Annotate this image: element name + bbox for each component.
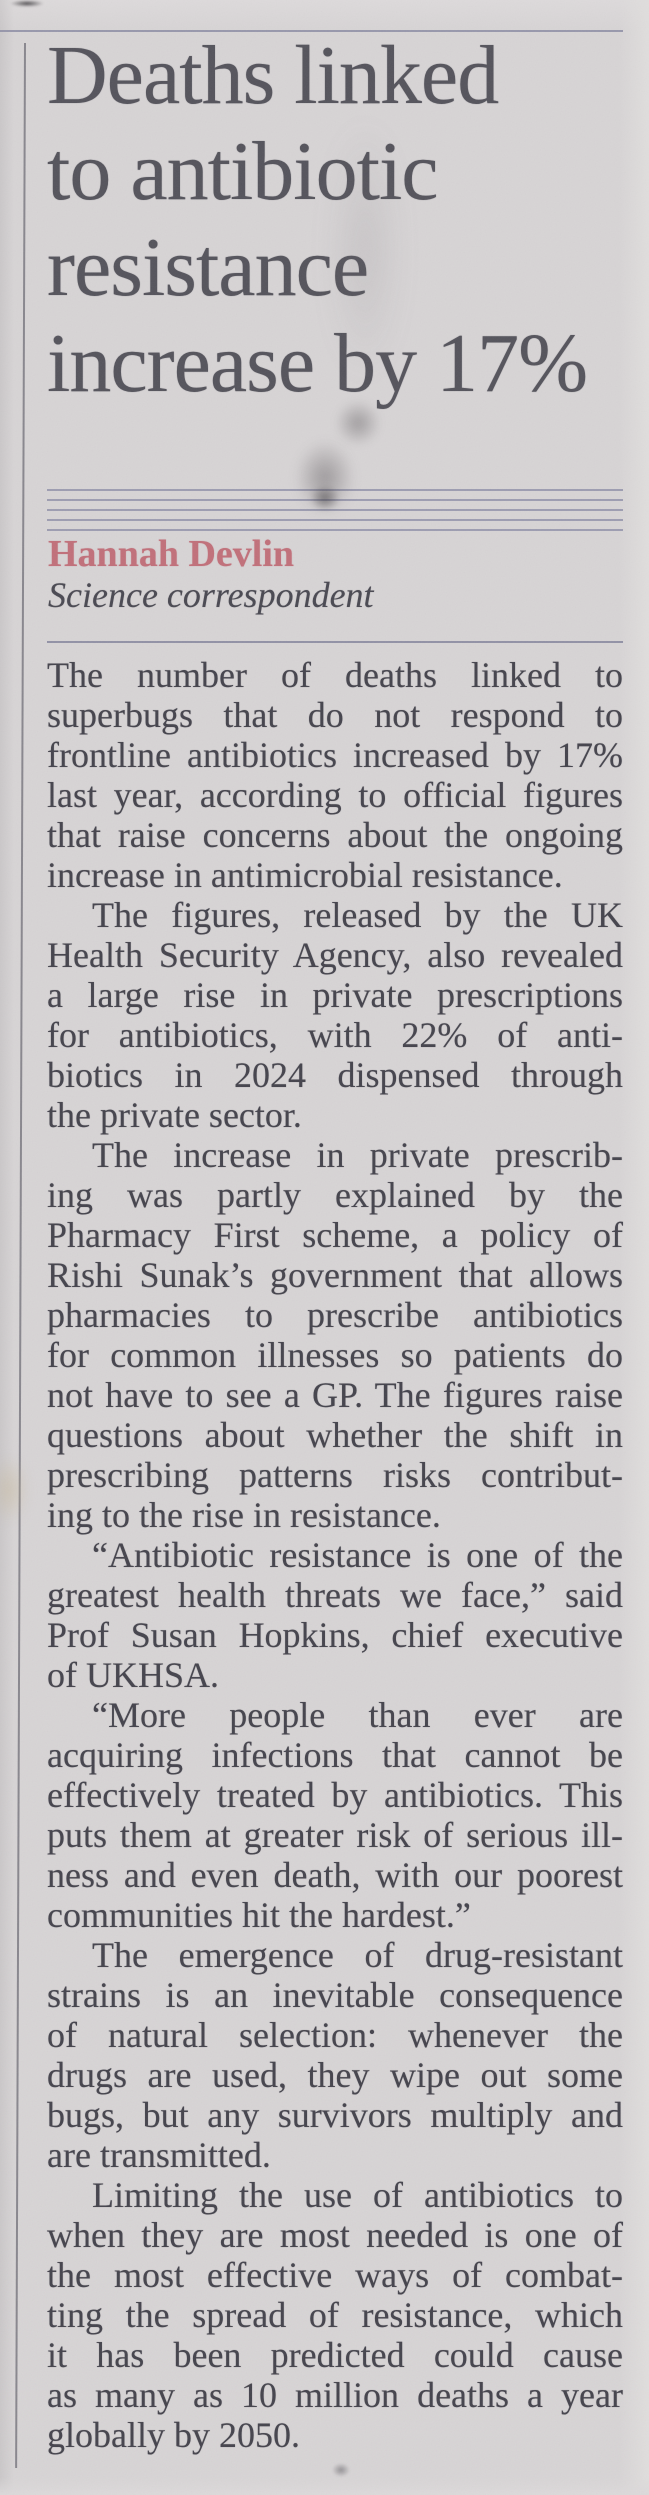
- paper-tone-top: [0, 0, 649, 30]
- body-line: puts them at greater risk of serious ill…: [47, 1815, 623, 1855]
- body-line: the most effective ways of combat-: [47, 2255, 623, 2295]
- body-line: when they are most needed is one of: [47, 2215, 623, 2255]
- body-line: increase in antimicrobial resistance.: [47, 855, 563, 895]
- body-line: The emergence of drug-resistant: [92, 1935, 623, 1975]
- paper-tone-left: [0, 0, 14, 2495]
- body-line: “More people than ever are: [92, 1695, 623, 1735]
- body-line: as many as 10 million deaths a year: [47, 2375, 623, 2415]
- headline-line: increase by 17%: [47, 317, 588, 410]
- headline-line: to antibiotic: [47, 125, 439, 218]
- byline-divider-rule: [47, 641, 623, 643]
- body-line: greatest health threats we face,” said: [47, 1575, 623, 1615]
- headline: Deaths linked to antibiotic resistance i…: [47, 28, 627, 412]
- body-line: Health Security Agency, also revealed: [47, 935, 623, 975]
- body-line: Rishi Sunak’s government that allows: [47, 1255, 623, 1295]
- body-line: Pharmacy First scheme, a policy of: [47, 1215, 623, 1255]
- body-line: The figures, released by the UK: [92, 895, 623, 935]
- body-line: pharmacies to prescribe antibiotics: [47, 1295, 623, 1335]
- hairline-rule: [47, 529, 623, 531]
- body-line: effectively treated by antibiotics. This: [47, 1775, 623, 1815]
- body-line: questions about whether the shift in: [47, 1415, 623, 1455]
- body-line: last year, according to official figures: [47, 775, 623, 815]
- body-line: acquiring infections that cannot be: [47, 1735, 623, 1775]
- body-line: Prof Susan Hopkins, chief executive: [47, 1615, 623, 1655]
- body-line: Limiting the use of antibiotics to: [92, 2175, 623, 2215]
- body-line: biotics in 2024 dispensed through: [47, 1055, 623, 1095]
- body-line: of UKHSA.: [47, 1655, 220, 1695]
- body-line: drugs are used, they wipe out some: [47, 2055, 623, 2095]
- byline-author: Hannah Devlin: [48, 533, 295, 575]
- hairline-rule: [47, 519, 623, 521]
- body-line: ness and even death, with our poorest: [47, 1855, 623, 1895]
- hairline-rule: [47, 499, 623, 501]
- body-line: of natural selection: whenever the: [47, 2015, 623, 2055]
- headline-line: Deaths linked: [47, 29, 499, 122]
- body-line: globally by 2050.: [47, 2415, 300, 2455]
- body-line: the private sector.: [47, 1095, 302, 1135]
- paper-tone-bottom: [0, 2477, 649, 2495]
- column-left-rule: [15, 42, 26, 2468]
- body-line: The number of deaths linked to: [47, 655, 623, 695]
- body-line: superbugs that do not respond to: [47, 695, 623, 735]
- body-line: prescribing patterns risks contribut-: [47, 1455, 623, 1495]
- body-line: that raise concerns about the ongoing: [47, 815, 623, 855]
- body-line: bugs, but any survivors multiply and: [47, 2095, 623, 2135]
- body-line: communities hit the hardest.”: [47, 1895, 471, 1935]
- hairline-rule: [47, 509, 623, 511]
- hairline-rule: [47, 489, 623, 491]
- body-line: are transmitted.: [47, 2135, 271, 2175]
- headline-line: resistance: [47, 221, 369, 314]
- body-line: not have to see a GP. The figures raise: [47, 1375, 623, 1415]
- body-line: ting the spread of resistance, which: [47, 2295, 623, 2335]
- body-line: The increase in private prescrib-: [92, 1135, 623, 1175]
- body-line: a large rise in private prescriptions: [47, 975, 623, 1015]
- body-line: “Antibiotic resistance is one of the: [92, 1535, 623, 1575]
- body-line: frontline antibiotics increased by 17%: [47, 735, 623, 775]
- body-line: ing to the rise in resistance.: [47, 1495, 441, 1535]
- body-line: ing was partly explained by the: [47, 1175, 623, 1215]
- body-line: for antibiotics, with 22% of anti-: [47, 1015, 623, 1055]
- byline-role: Science correspondent: [48, 575, 374, 615]
- body-line: it has been predicted could cause: [47, 2335, 623, 2375]
- article-body: The number of deaths linked to superbugs …: [47, 655, 623, 2455]
- ink-smudge: [332, 2463, 350, 2477]
- body-line: for common illnesses so patients do: [47, 1335, 623, 1375]
- body-line: strains is an inevitable consequence: [47, 1975, 623, 2015]
